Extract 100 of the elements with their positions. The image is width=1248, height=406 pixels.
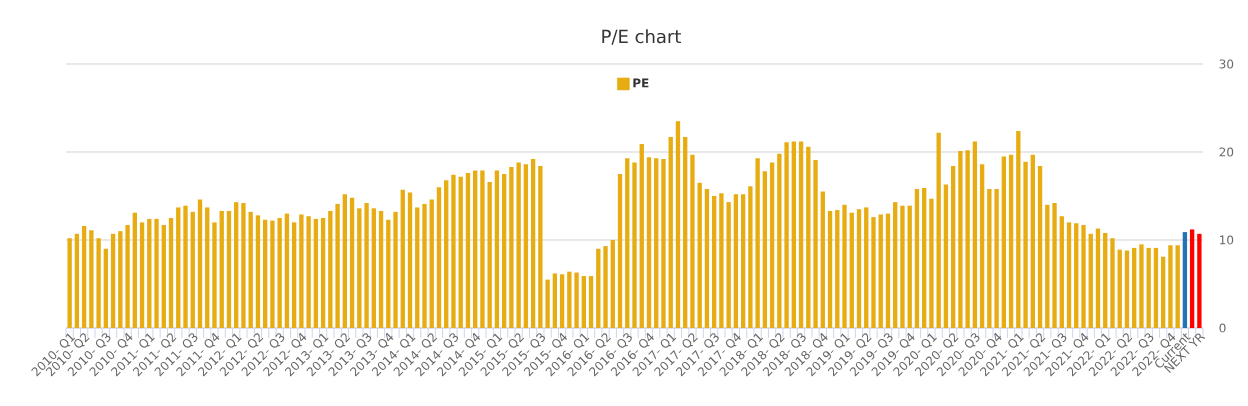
bar	[769, 162, 775, 328]
bar	[806, 146, 811, 328]
bar	[1117, 249, 1122, 328]
bar	[697, 182, 702, 328]
bar	[878, 214, 883, 328]
bar	[263, 219, 268, 328]
bar	[96, 238, 101, 328]
bar	[1030, 154, 1035, 328]
bar	[1066, 222, 1072, 328]
bar	[190, 211, 195, 328]
bar	[755, 158, 760, 328]
bar	[552, 273, 558, 328]
bar	[118, 231, 123, 328]
bar	[197, 199, 203, 328]
bar	[798, 141, 804, 328]
bar	[965, 150, 970, 328]
bar	[979, 164, 985, 328]
bar	[900, 205, 905, 328]
bar	[704, 188, 710, 328]
bar	[712, 195, 717, 328]
chart-title: P/E chart	[602, 29, 681, 45]
bar	[871, 217, 876, 328]
bar	[820, 191, 825, 328]
bar	[567, 271, 572, 328]
bar	[661, 159, 666, 328]
bar	[777, 153, 782, 328]
bar	[907, 205, 912, 328]
bar	[226, 210, 232, 328]
bar	[161, 225, 166, 328]
bar	[147, 218, 152, 328]
bar	[813, 159, 818, 328]
bar	[1008, 154, 1014, 328]
bar	[480, 170, 485, 328]
bar	[81, 225, 87, 328]
bar	[864, 207, 869, 328]
bar	[958, 151, 963, 328]
bar	[436, 187, 442, 328]
bar	[929, 198, 934, 328]
bar	[306, 216, 311, 328]
bar	[950, 166, 956, 328]
bar	[1161, 256, 1166, 328]
bar	[690, 154, 695, 328]
bar	[74, 233, 80, 328]
bar	[415, 207, 420, 328]
bar	[429, 199, 434, 328]
bar	[132, 212, 137, 328]
bar	[241, 203, 246, 328]
bar	[632, 162, 637, 328]
bar	[1016, 130, 1021, 328]
bar	[1059, 216, 1064, 328]
bar	[1103, 232, 1108, 328]
bar	[733, 194, 739, 328]
bar	[610, 239, 615, 328]
bar	[1153, 247, 1159, 328]
bar	[1045, 204, 1050, 328]
bar	[357, 208, 362, 328]
bar	[835, 210, 840, 328]
bar	[581, 276, 586, 328]
y-tick-label: 10	[1220, 235, 1234, 245]
bar	[1052, 203, 1057, 328]
bar	[740, 194, 746, 328]
bar	[183, 205, 188, 328]
bar	[922, 188, 927, 328]
bar	[378, 210, 384, 328]
bar	[1001, 156, 1007, 328]
bar	[444, 180, 449, 328]
bar	[393, 211, 398, 328]
bar	[1081, 225, 1086, 328]
bar	[400, 189, 405, 328]
bar	[328, 210, 333, 328]
bar	[320, 217, 326, 328]
bar	[1088, 233, 1093, 328]
bar	[458, 176, 463, 328]
bar	[849, 212, 854, 328]
bar	[675, 121, 681, 328]
bar	[509, 166, 514, 328]
bar	[893, 202, 898, 328]
bar	[168, 217, 174, 328]
bar	[683, 137, 688, 328]
bar	[1110, 238, 1115, 328]
bar	[154, 218, 159, 328]
bar	[943, 184, 949, 328]
bar	[654, 158, 659, 328]
bar	[987, 188, 992, 328]
bar	[625, 158, 630, 328]
bar	[545, 279, 550, 328]
legend-label: PE	[633, 78, 649, 88]
bar	[284, 213, 290, 328]
bar	[139, 222, 145, 328]
bar	[1037, 166, 1043, 328]
bar	[1189, 229, 1195, 328]
bar	[89, 230, 94, 328]
bar	[103, 248, 109, 328]
bar	[386, 219, 391, 328]
bar	[176, 207, 181, 328]
bar	[856, 209, 862, 328]
bar	[270, 220, 275, 328]
bar	[994, 188, 999, 328]
bar	[936, 132, 941, 328]
bar	[465, 173, 471, 328]
